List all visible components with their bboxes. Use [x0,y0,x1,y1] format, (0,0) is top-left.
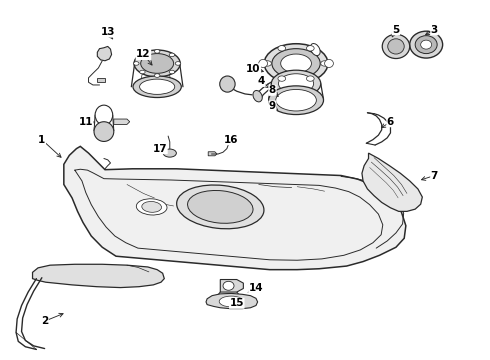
Ellipse shape [169,53,174,57]
Ellipse shape [306,76,314,81]
Text: 2: 2 [41,316,48,326]
Text: 6: 6 [387,117,394,127]
Text: 1: 1 [38,135,46,145]
Ellipse shape [421,40,432,49]
Ellipse shape [382,34,410,59]
Polygon shape [392,37,400,40]
Ellipse shape [141,54,173,73]
Ellipse shape [140,79,175,94]
Ellipse shape [220,76,235,92]
Text: 8: 8 [269,85,276,95]
Text: 7: 7 [431,171,438,180]
Text: 5: 5 [392,25,400,35]
Ellipse shape [154,50,160,53]
Polygon shape [32,264,164,288]
Ellipse shape [136,199,167,215]
Text: 3: 3 [431,25,438,35]
Ellipse shape [271,70,321,97]
Ellipse shape [276,89,317,111]
Ellipse shape [134,62,139,65]
Ellipse shape [253,90,262,102]
Ellipse shape [281,54,312,73]
Ellipse shape [310,44,320,55]
Text: 15: 15 [229,298,244,308]
Ellipse shape [269,86,323,114]
Ellipse shape [306,46,314,51]
Ellipse shape [177,185,264,229]
Text: 14: 14 [248,283,263,293]
Text: 4: 4 [258,76,265,86]
Polygon shape [69,271,79,279]
Ellipse shape [175,62,181,65]
Ellipse shape [321,61,328,66]
Ellipse shape [264,44,328,83]
Ellipse shape [324,59,333,67]
Ellipse shape [134,50,180,77]
Ellipse shape [259,59,268,67]
Polygon shape [114,119,130,125]
Text: 17: 17 [152,144,167,154]
Ellipse shape [278,76,286,81]
Polygon shape [64,147,406,270]
Polygon shape [206,293,258,309]
Ellipse shape [142,202,162,212]
Ellipse shape [223,281,234,290]
Polygon shape [208,152,217,156]
Ellipse shape [169,70,174,74]
Ellipse shape [410,31,442,58]
Text: 16: 16 [224,135,239,145]
Ellipse shape [94,122,114,141]
Text: 13: 13 [100,27,115,37]
Ellipse shape [278,74,314,94]
Ellipse shape [140,53,145,57]
Ellipse shape [278,46,286,51]
Polygon shape [98,46,112,61]
Text: 11: 11 [78,117,93,127]
Ellipse shape [154,74,160,77]
Ellipse shape [133,76,181,98]
Polygon shape [86,271,96,279]
Ellipse shape [272,49,320,78]
Ellipse shape [95,105,113,125]
Polygon shape [53,271,63,279]
Ellipse shape [188,190,253,223]
Ellipse shape [264,61,271,66]
Text: 9: 9 [269,101,276,111]
Ellipse shape [219,296,244,307]
Text: 10: 10 [246,64,261,74]
Polygon shape [97,78,105,82]
Ellipse shape [388,39,404,54]
Ellipse shape [415,36,437,54]
Polygon shape [220,279,244,292]
Polygon shape [362,153,422,211]
Ellipse shape [140,70,145,74]
Text: 12: 12 [136,49,151,59]
Ellipse shape [163,149,176,157]
